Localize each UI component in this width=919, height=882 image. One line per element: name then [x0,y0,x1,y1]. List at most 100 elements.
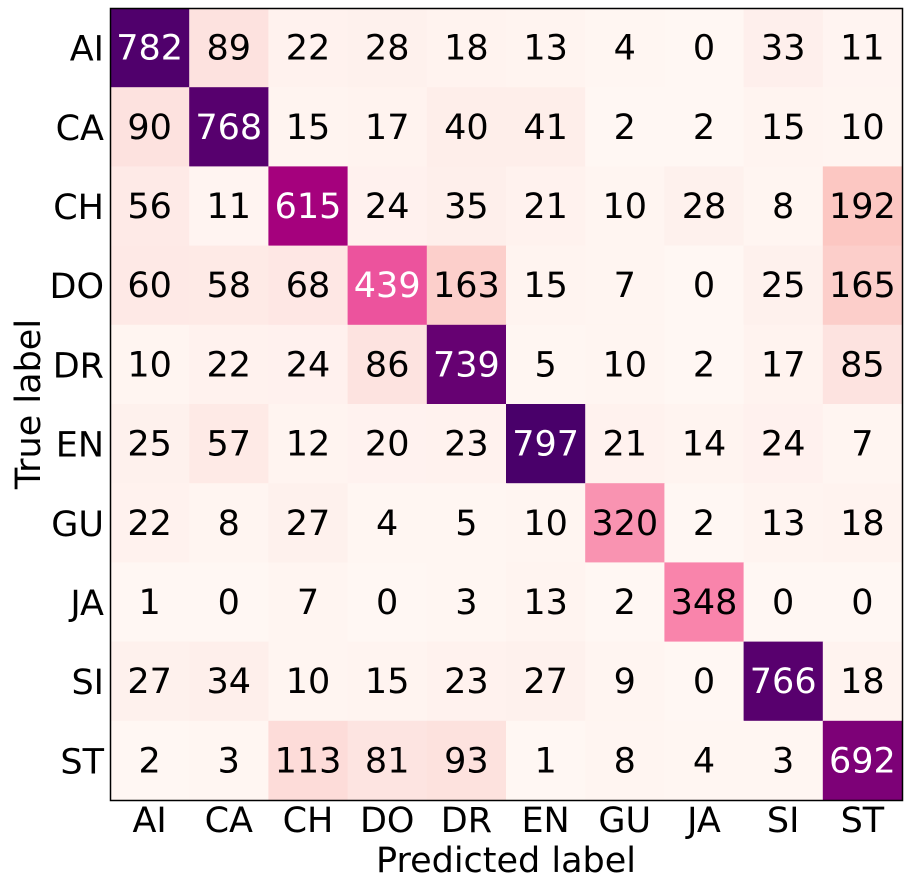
cell-value-label: 7 [614,266,636,306]
heatmap-cell-SI-EN [506,641,586,722]
heatmap-cell-DR-DO [347,324,428,405]
heatmap-cell-DO-AI [110,245,190,326]
cell-value-label: 165 [829,266,896,306]
heatmap-cell-EN-ST [822,404,903,484]
cell-value-label: 0 [376,583,398,623]
heatmap-cell-JA-AI [110,562,190,643]
cell-value-label: 439 [354,266,421,306]
heatmap-cell-JA-SI [743,562,824,643]
heatmap-cells [110,8,903,801]
cell-value-label: 13 [523,583,568,623]
cell-value-label: 27 [127,662,172,702]
heatmap-cell-GU-CH [268,483,349,563]
heatmap-cell-EN-DR [426,404,507,484]
cell-value-label: 1 [534,741,556,781]
y-tick-label: ST [60,742,104,782]
cell-value-label: 10 [523,504,568,544]
heatmap-cell-CA-AI [110,87,190,167]
cell-value-label: 11 [840,29,885,69]
cell-value-label: 0 [693,266,715,306]
y-tick-labels: AI CA CH DO DR EN GU JA SI ST [50,30,105,783]
cell-value-label: 27 [286,504,331,544]
heatmap-cell-CH-AI [110,166,190,247]
cell-value-label: 4 [376,504,398,544]
heatmap-cell-SI-DO [347,641,428,722]
heatmap-cell-DR-GU [585,324,665,405]
cell-value-label: 13 [761,504,806,544]
cell-value-label: 15 [286,108,331,148]
heatmap-cell-JA-CH [268,562,349,643]
cell-value-label: 10 [603,187,648,227]
x-tick-label: CH [283,801,334,841]
cell-value-label: 60 [127,266,172,306]
heatmap-cell-EN-CH [268,404,349,484]
cell-value-label: 0 [851,583,873,623]
heatmap-cell-DR-JA [664,324,745,405]
cell-value-label: 14 [682,425,727,465]
cell-value-label: 18 [840,662,885,702]
heatmap-cell-CA-CH [268,87,349,167]
heatmap-cell-SI-JA [664,641,745,722]
heatmap-cell-AI-ST [822,8,903,88]
cell-value-label: 85 [840,345,885,385]
heatmap-cell-JA-ST [822,562,903,643]
heatmap-cell-CA-CA [189,87,269,167]
heatmap-cell-ST-AI [110,720,190,801]
y-tick-label: JA [68,584,104,624]
heatmap-cell-EN-AI [110,404,190,484]
cell-value-label: 34 [207,662,252,702]
heatmap-cell-ST-EN [506,720,586,801]
cell-value-label: 40 [444,108,489,148]
cell-value-label: 81 [365,741,410,781]
cell-value-label: 7 [297,583,319,623]
heatmap-cell-GU-JA [664,483,745,563]
cell-value-label: 2 [614,108,636,148]
heatmap-cell-DO-EN [506,245,586,326]
cell-value-label: 739 [433,345,500,385]
cell-value-label: 18 [840,504,885,544]
heatmap-cell-SI-AI [110,641,190,722]
heatmap-cell-ST-JA [664,720,745,801]
cell-value-label: 2 [693,108,715,148]
cell-value-label: 11 [207,187,252,227]
heatmap-cell-SI-CH [268,641,349,722]
cell-value-label: 18 [444,29,489,69]
cell-value-label: 5 [534,345,556,385]
y-tick-label: SI [71,663,104,703]
y-tick-label: AI [70,30,104,70]
cell-value-label: 15 [761,108,806,148]
cell-value-label: 10 [127,345,172,385]
heatmap-cell-DO-ST [822,245,903,326]
heatmap-cell-CA-JA [664,87,745,167]
cell-value-label: 1 [138,583,160,623]
cell-value-label: 9 [614,662,636,702]
heatmap-cell-JA-GU [585,562,665,643]
heatmap-cell-DO-DR [426,245,507,326]
heatmap-cell-SI-GU [585,641,665,722]
cell-value-label: 27 [523,662,568,702]
cell-value-label: 68 [286,266,331,306]
cell-value-label: 3 [218,741,240,781]
heatmap-cell-CA-DR [426,87,507,167]
heatmap-cell-SI-SI [743,641,824,722]
heatmap-cell-DR-SI [743,324,824,405]
heatmap-cell-JA-DR [426,562,507,643]
heatmap-cell-ST-DO [347,720,428,801]
heatmap-cell-EN-GU [585,404,665,484]
x-tick-label: EN [521,801,569,841]
cell-value-label: 20 [365,425,410,465]
heatmap-cell-AI-AI [110,8,190,88]
cell-value-label: 0 [693,29,715,69]
cell-value-label: 15 [365,662,410,702]
heatmap-cell-SI-ST [822,641,903,722]
cell-value-label: 2 [693,504,715,544]
heatmap-cell-GU-AI [110,483,190,563]
y-tick-label: CA [56,109,104,149]
cell-value-label: 10 [603,345,648,385]
cell-value-label: 89 [207,29,252,69]
cell-value-label: 22 [127,504,172,544]
cell-value-label: 3 [772,741,794,781]
heatmap-cell-CH-EN [506,166,586,247]
y-tick-label: DO [50,267,105,307]
heatmap-cell-AI-CH [268,8,349,88]
